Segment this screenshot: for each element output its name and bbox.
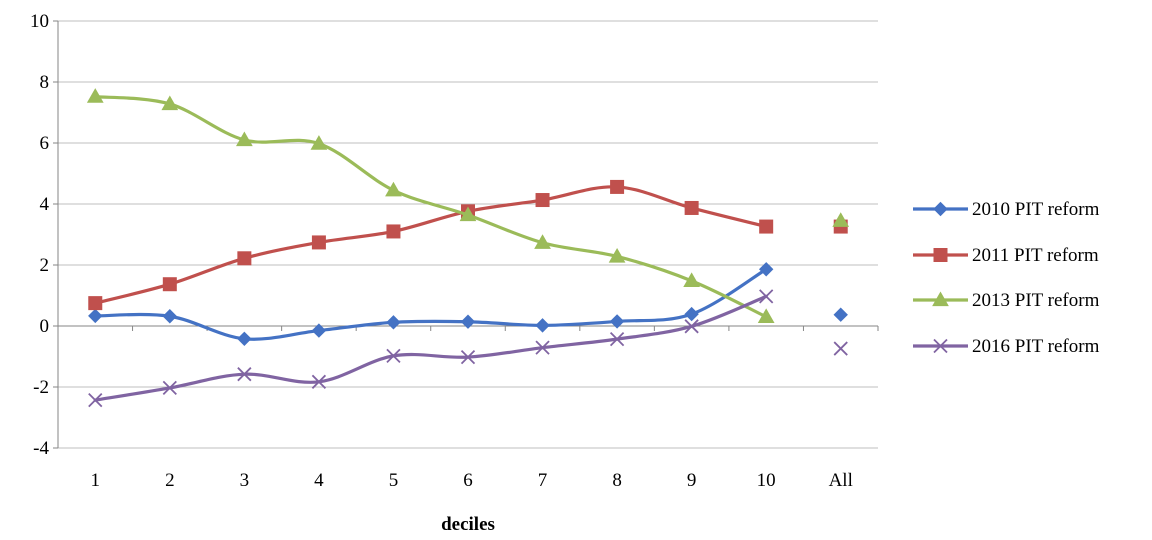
data-point — [609, 331, 625, 347]
data-point — [386, 224, 401, 239]
data-point — [385, 181, 402, 197]
data-point — [311, 374, 327, 389]
legend-marker — [933, 248, 948, 262]
data-point — [460, 314, 476, 329]
legend-item: 2010 PIT reform — [913, 199, 1100, 220]
data-point — [88, 296, 103, 311]
x-tick-label: 1 — [91, 470, 101, 491]
y-tick-label: 0 — [40, 316, 50, 337]
data-point — [236, 131, 253, 147]
legend-marker — [933, 338, 948, 354]
y-tick-label: 4 — [40, 194, 50, 215]
series-1 — [88, 262, 848, 347]
legend-item: 2013 PIT reform — [913, 290, 1100, 311]
data-point — [311, 323, 327, 338]
legend-item: 2011 PIT reform — [913, 245, 1099, 266]
series-line — [93, 267, 768, 341]
data-point — [534, 234, 551, 249]
data-point — [237, 367, 252, 382]
data-point — [162, 309, 178, 324]
data-point-all — [833, 341, 848, 356]
x-tick-label: 7 — [538, 470, 548, 491]
data-point — [684, 200, 699, 215]
data-point-all — [832, 212, 850, 227]
y-tick-label: 2 — [40, 255, 50, 276]
x-tick-label: 8 — [612, 470, 622, 491]
data-point — [386, 315, 401, 330]
data-point — [162, 380, 177, 396]
axes — [53, 20, 879, 449]
data-point — [758, 262, 774, 277]
y-tick-label: 8 — [40, 72, 50, 93]
data-point — [459, 206, 477, 222]
x-tick-label: 6 — [463, 470, 473, 491]
data-point — [162, 277, 177, 292]
legend: 2010 PIT reform 2011 PIT reform 2013 PIT r… — [913, 199, 1100, 357]
series-4 — [88, 289, 848, 408]
legend-marker — [933, 201, 948, 217]
data-point — [759, 289, 774, 304]
legend-item: 2016 PIT reform — [913, 336, 1100, 357]
data-point — [460, 349, 476, 365]
x-tick-label: 4 — [314, 470, 324, 491]
data-point — [161, 95, 179, 111]
data-point — [535, 193, 550, 208]
data-point — [684, 306, 699, 322]
data-point — [88, 392, 103, 408]
legend-label: 2016 PIT reform — [972, 336, 1100, 357]
data-point — [310, 135, 328, 150]
gridlines — [58, 20, 878, 449]
legend-label: 2011 PIT reform — [972, 245, 1099, 266]
data-point — [311, 235, 326, 250]
series-line — [93, 294, 768, 402]
data-point — [608, 247, 626, 263]
x-tick-label: 2 — [165, 470, 175, 491]
y-axis-ticks: -4 -2 0 2 4 6 8 10 — [30, 11, 50, 459]
y-tick-label: -2 — [33, 377, 49, 398]
data-point — [757, 308, 775, 323]
data-point — [237, 331, 252, 347]
data-point-all — [833, 307, 848, 322]
data-point — [609, 314, 625, 329]
data-point — [535, 340, 550, 355]
series-layer — [86, 88, 850, 408]
series-3 — [86, 88, 850, 323]
data-point — [759, 219, 774, 234]
data-point — [610, 179, 625, 194]
data-point — [535, 318, 550, 333]
y-tick-label: 6 — [40, 133, 50, 154]
x-tick-label: 9 — [687, 470, 697, 491]
data-point — [88, 308, 103, 324]
x-tick-label: 10 — [757, 470, 776, 491]
legend-label: 2013 PIT reform — [972, 290, 1100, 311]
x-tick-label: 3 — [240, 470, 250, 491]
x-tick-label: All — [829, 470, 853, 491]
series-line — [93, 95, 768, 319]
x-axis-ticks: 1 2 3 4 5 6 7 8 9 10 All — [91, 470, 853, 491]
series-line — [93, 185, 768, 305]
y-tick-label: -4 — [33, 438, 49, 459]
x-axis-title: deciles — [441, 514, 495, 535]
data-point — [86, 88, 104, 103]
legend-marker — [932, 291, 949, 307]
data-point — [386, 348, 401, 364]
legend-label: 2010 PIT reform — [972, 199, 1100, 220]
data-point — [683, 272, 700, 287]
data-point — [684, 319, 699, 334]
y-tick-label: 10 — [30, 11, 49, 32]
x-tick-label: 5 — [389, 470, 399, 491]
data-point — [237, 251, 252, 266]
